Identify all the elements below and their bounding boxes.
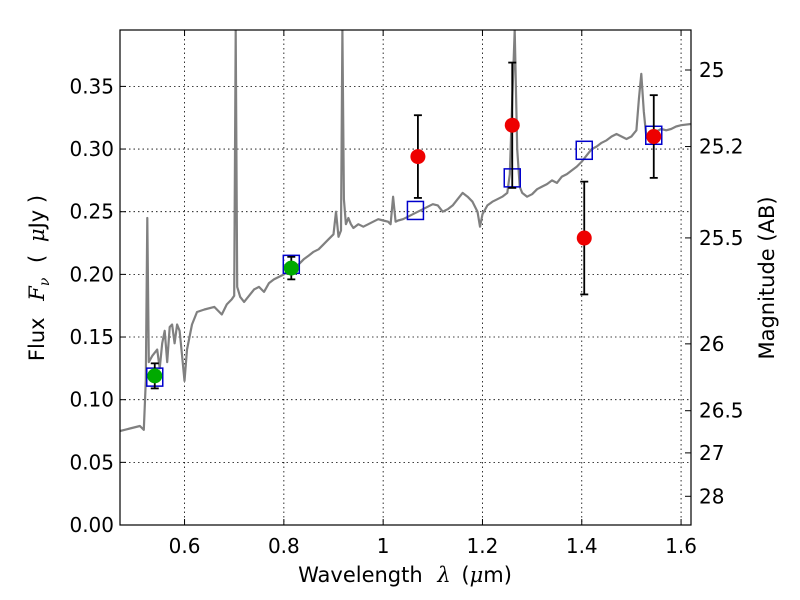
axes <box>119 29 692 526</box>
y2-tick-label: 26.5 <box>699 399 744 423</box>
x-axis-label-unit-mu: μ <box>470 563 484 587</box>
y-axis-label-symbol: F <box>25 285 49 302</box>
x-tick-label: 1.2 <box>467 534 499 558</box>
y-axis-label-unit-rest: Jy ) <box>25 195 49 231</box>
y2-tick-label: 25 <box>699 58 724 82</box>
y-tick-label: 0.00 <box>69 513 114 537</box>
x-tick-label: 1 <box>377 534 390 558</box>
green-data-point <box>147 368 163 384</box>
model-spectrum-layer <box>120 30 691 433</box>
y2-axis-ticks: 25 25.2 25.5 26 26.5 27 28 <box>685 58 744 508</box>
x-axis-label-unit-rest: m) <box>483 563 512 587</box>
plot-frame <box>119 29 692 526</box>
y2-tick-label: 28 <box>699 484 724 508</box>
y2-tick-label: 27 <box>699 441 724 465</box>
y-axis-label-sub: ν <box>37 277 53 286</box>
x-tick-label: 1.6 <box>665 534 697 558</box>
red-data-point <box>576 230 592 246</box>
x-tick-label: 1.4 <box>566 534 598 558</box>
y-tick-label: 0.25 <box>69 200 114 224</box>
y-tick-label: 0.35 <box>69 74 114 98</box>
model-spectrum-line <box>120 30 691 433</box>
model-photometry-square <box>406 200 425 221</box>
red-data-point <box>504 117 520 133</box>
y2-tick-label: 25.2 <box>699 135 744 159</box>
y-axis-ticks: 0.00 0.05 0.10 0.15 0.20 0.25 0.30 0.35 <box>69 74 126 537</box>
y2-tick-label: 26 <box>699 332 724 356</box>
y-tick-label: 0.10 <box>69 388 114 412</box>
y-tick-label: 0.30 <box>69 137 114 161</box>
grid-lines <box>120 30 691 525</box>
green-data-point <box>283 260 299 276</box>
x-axis-label: Wavelength λ (μm) <box>298 563 512 587</box>
markers-layer <box>146 61 663 390</box>
y-axis-label-prefix: Flux <box>25 317 49 361</box>
x-tick-label: 0.6 <box>169 534 201 558</box>
y2-tick-label: 25.5 <box>699 226 744 250</box>
y-axis-label-unit-open: ( <box>25 255 49 263</box>
x-tick-label: 0.8 <box>268 534 300 558</box>
x-axis-label-unit-open: ( <box>461 563 469 587</box>
y2-axis-label: Magnitude (AB) <box>755 196 779 359</box>
red-data-point <box>410 149 426 165</box>
y-tick-label: 0.20 <box>69 262 114 286</box>
y-tick-label: 0.05 <box>69 450 114 474</box>
y-tick-label: 0.15 <box>69 325 114 349</box>
x-axis-label-symbol: λ <box>436 563 450 587</box>
red-data-point <box>646 129 662 145</box>
x-axis-label-prefix: Wavelength <box>298 563 423 587</box>
x-axis-ticks: 0.6 0.8 1 1.2 1.4 1.6 <box>169 30 697 558</box>
model-photometry-square <box>575 140 593 161</box>
y-axis-label: Flux Fν ( μJy ) <box>25 195 54 361</box>
y-axis-label-unit-mu: μ <box>25 228 49 242</box>
